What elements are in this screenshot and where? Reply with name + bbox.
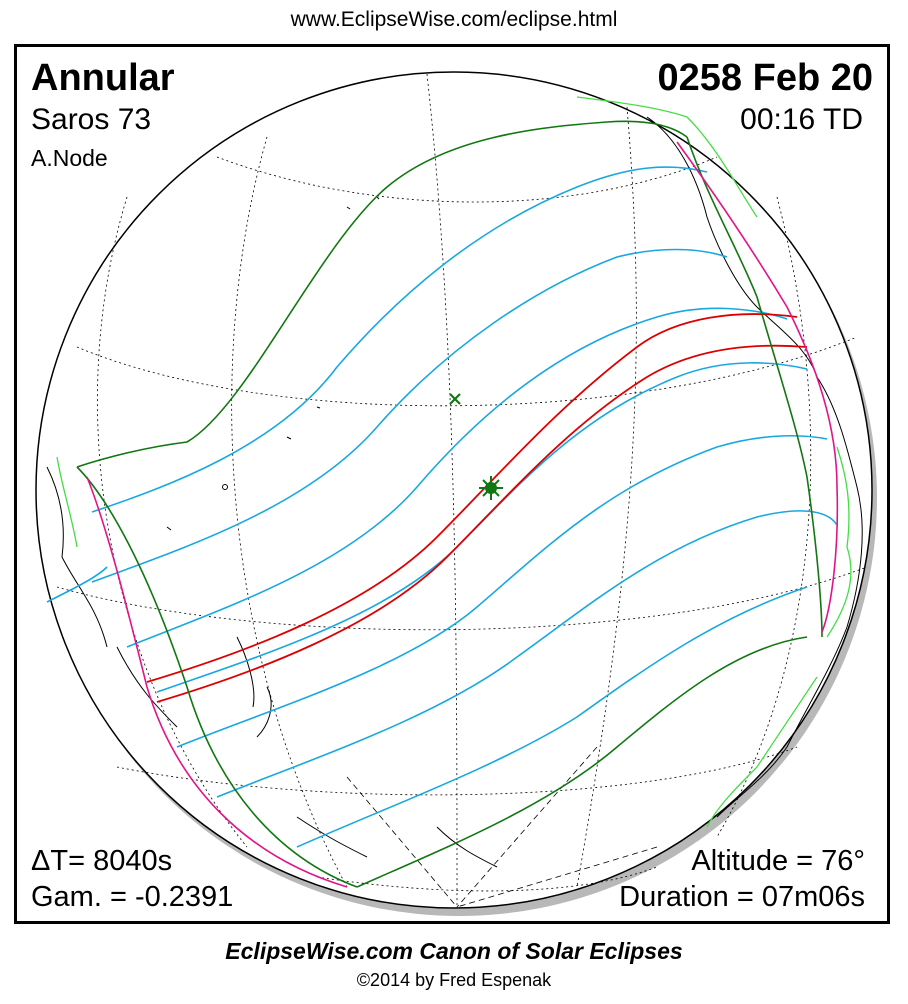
central-path bbox=[146, 313, 808, 703]
eclipse-map bbox=[35, 71, 877, 916]
saros-number: Saros 73 bbox=[31, 103, 152, 136]
penumbral-limits bbox=[76, 120, 823, 888]
delta-t: ΔT= 8040s bbox=[31, 845, 173, 877]
copyright: ©2014 by Fred Espenak bbox=[356, 970, 552, 990]
eclipse-time: 00:16 TD bbox=[740, 103, 863, 136]
coastlines bbox=[46, 116, 863, 868]
sun-altitude: Altitude = 76° bbox=[691, 845, 865, 877]
graticule bbox=[56, 73, 868, 908]
node-label: A.Node bbox=[31, 145, 108, 171]
green-star-icon bbox=[479, 476, 503, 500]
eclipse-duration: Duration = 07m06s bbox=[619, 881, 865, 913]
sunrise-sunset-curve bbox=[86, 141, 839, 888]
green-x-icon bbox=[449, 393, 461, 405]
globe bbox=[35, 71, 873, 909]
land-highlight bbox=[56, 96, 852, 828]
eclipse-date: 0258 Feb 20 bbox=[657, 57, 873, 99]
site-url[interactable]: www.EclipseWise.com/eclipse.html bbox=[290, 8, 618, 31]
eclipse-type: Annular bbox=[31, 57, 175, 99]
eclipse-map-frame: Annular Saros 73 A.Node 0258 Feb 20 00:1… bbox=[14, 44, 890, 924]
gamma-value: Gam. = -0.2391 bbox=[31, 881, 234, 913]
canon-title: EclipseWise.com Canon of Solar Eclipses bbox=[225, 938, 683, 964]
